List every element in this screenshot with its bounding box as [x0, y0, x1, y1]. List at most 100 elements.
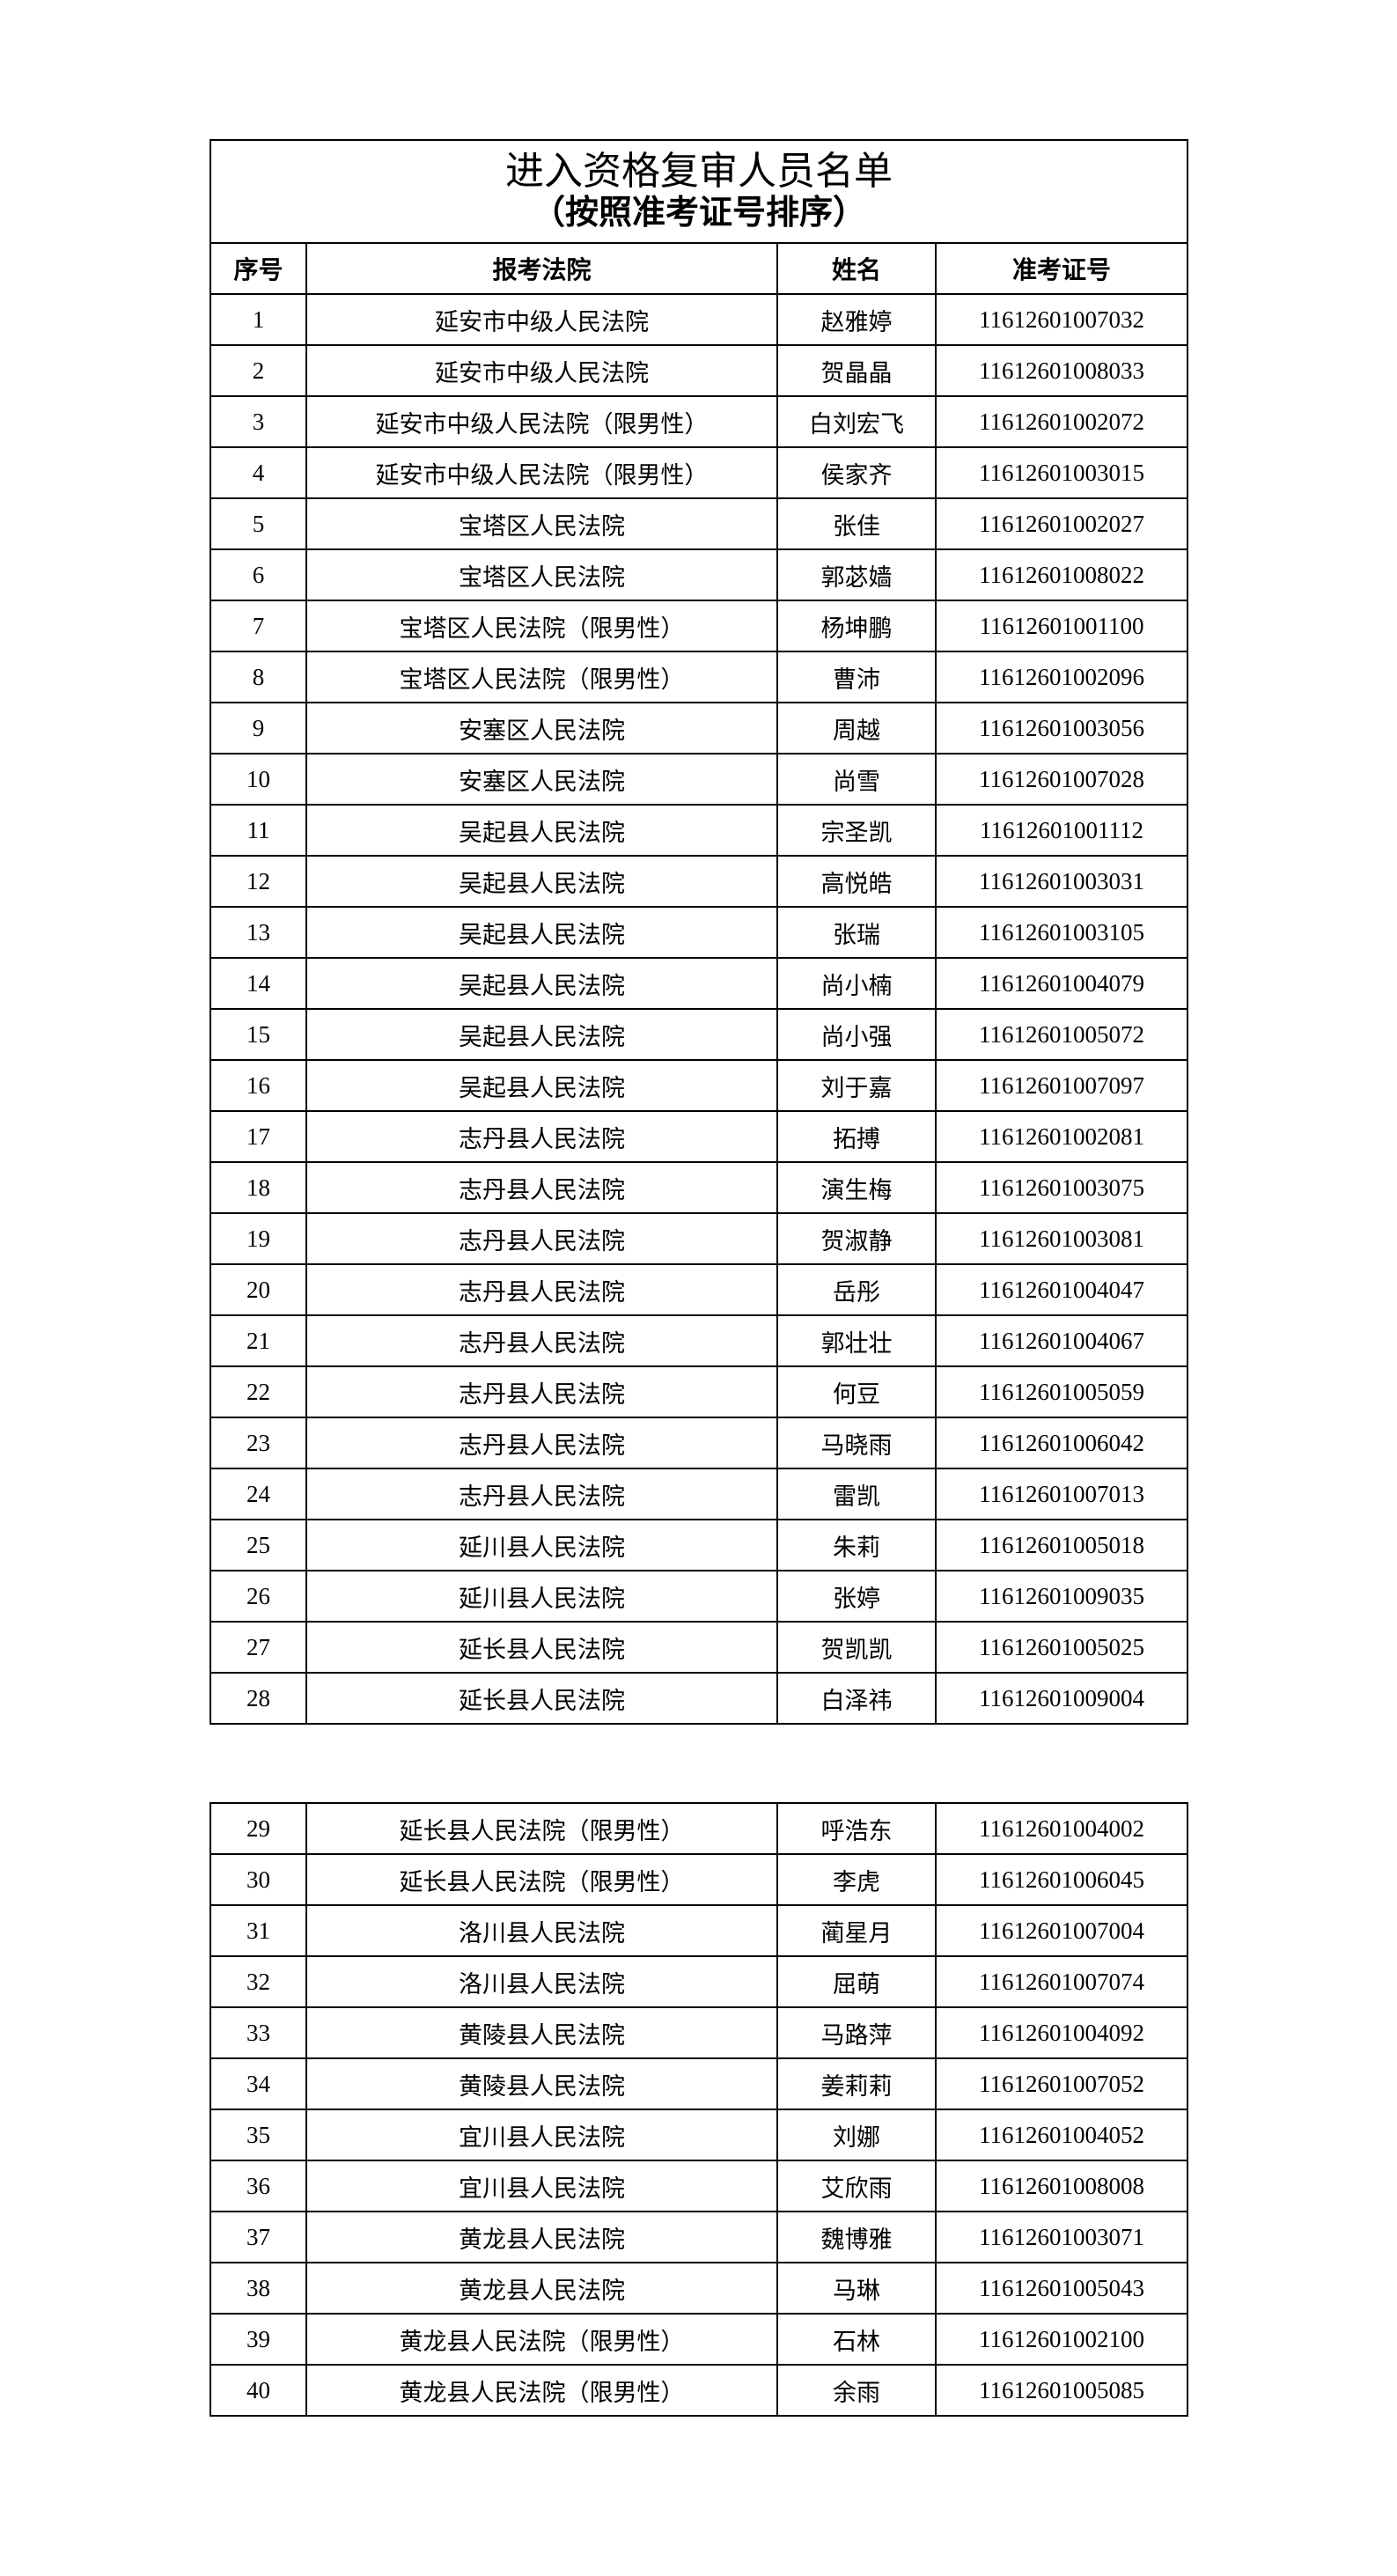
row-court: 志丹县人民法院	[305, 1417, 778, 1469]
row-name: 屈萌	[776, 1955, 937, 2008]
row-exam-id: 11612601007097	[935, 1059, 1188, 1112]
row-court: 宜川县人民法院	[305, 2109, 778, 2161]
row-name: 张佳	[776, 497, 937, 550]
row-exam-id: 11612601007032	[935, 293, 1188, 346]
row-name: 余雨	[776, 2364, 937, 2417]
row-court: 吴起县人民法院	[305, 1059, 778, 1112]
row-name: 拓搏	[776, 1110, 937, 1163]
row-exam-id: 11612601004047	[935, 1263, 1188, 1316]
row-court: 志丹县人民法院	[305, 1314, 778, 1367]
row-court: 延安市中级人民法院	[305, 293, 778, 346]
row-court: 延川县人民法院	[305, 1519, 778, 1571]
row-exam-id: 11612601001112	[935, 804, 1188, 857]
table-row: 26 延川县人民法院 张婷 11612601009035	[210, 1570, 1188, 1623]
row-index: 12	[210, 855, 307, 908]
row-court: 志丹县人民法院	[305, 1263, 778, 1316]
row-court: 志丹县人民法院	[305, 1110, 778, 1163]
table-row: 30 延长县人民法院（限男性） 李虎 11612601006045	[210, 1853, 1188, 1906]
row-index: 28	[210, 1672, 307, 1725]
table-row: 7 宝塔区人民法院（限男性） 杨坤鹏 11612601001100	[210, 600, 1188, 652]
row-court: 黄龙县人民法院	[305, 2211, 778, 2263]
row-index: 9	[210, 702, 307, 754]
table-row: 23 志丹县人民法院 马晓雨 11612601006042	[210, 1417, 1188, 1469]
table-row: 2 延安市中级人民法院 贺晶晶 11612601008033	[210, 344, 1188, 397]
table-row: 35 宜川县人民法院 刘娜 11612601004052	[210, 2109, 1188, 2161]
row-exam-id: 11612601004052	[935, 2109, 1188, 2161]
row-exam-id: 11612601002081	[935, 1110, 1188, 1163]
row-court: 洛川县人民法院	[305, 1955, 778, 2008]
row-index: 8	[210, 651, 307, 703]
table-row: 36 宜川县人民法院 艾欣雨 11612601008008	[210, 2160, 1188, 2212]
table-row: 18 志丹县人民法院 演生梅 11612601003075	[210, 1161, 1188, 1214]
table-row: 11 吴起县人民法院 宗圣凯 11612601001112	[210, 804, 1188, 857]
row-index: 7	[210, 600, 307, 652]
row-index: 24	[210, 1468, 307, 1520]
row-index: 35	[210, 2109, 307, 2161]
table-row: 4 延安市中级人民法院（限男性） 侯家齐 11612601003015	[210, 446, 1188, 499]
row-court: 安塞区人民法院	[305, 702, 778, 754]
table-row: 12 吴起县人民法院 高悦皓 11612601003031	[210, 855, 1188, 908]
row-index: 5	[210, 497, 307, 550]
row-name: 演生梅	[776, 1161, 937, 1214]
row-exam-id: 11612601007028	[935, 753, 1188, 806]
row-index: 21	[210, 1314, 307, 1367]
row-index: 11	[210, 804, 307, 857]
row-name: 白刘宏飞	[776, 395, 937, 448]
row-exam-id: 11612601009035	[935, 1570, 1188, 1623]
table-row: 29 延长县人民法院（限男性） 呼浩东 11612601004002	[210, 1802, 1188, 1855]
row-name: 石林	[776, 2313, 937, 2366]
row-court: 洛川县人民法院	[305, 1904, 778, 1957]
row-index: 16	[210, 1059, 307, 1112]
row-exam-id: 11612601003075	[935, 1161, 1188, 1214]
row-court: 吴起县人民法院	[305, 906, 778, 959]
table-row: 10 安塞区人民法院 尚雪 11612601007028	[210, 753, 1188, 806]
row-name: 马晓雨	[776, 1417, 937, 1469]
row-exam-id: 11612601003015	[935, 446, 1188, 499]
row-exam-id: 11612601008033	[935, 344, 1188, 397]
row-name: 白泽祎	[776, 1672, 937, 1725]
header-row: 序号 报考法院 姓名 准考证号	[210, 242, 1188, 295]
row-exam-id: 11612601007052	[935, 2057, 1188, 2110]
table-row: 19 志丹县人民法院 贺淑静 11612601003081	[210, 1212, 1188, 1265]
row-court: 延安市中级人民法院（限男性）	[305, 395, 778, 448]
row-index: 18	[210, 1161, 307, 1214]
row-court: 吴起县人民法院	[305, 1008, 778, 1061]
row-court: 志丹县人民法院	[305, 1212, 778, 1265]
row-court: 延长县人民法院	[305, 1672, 778, 1725]
table-row: 5 宝塔区人民法院 张佳 11612601002027	[210, 497, 1188, 550]
table-row: 20 志丹县人民法院 岳彤 11612601004047	[210, 1263, 1188, 1316]
roster-table-page-2: 29 延长县人民法院（限男性） 呼浩东 11612601004002 30 延长县人民法院…	[210, 1802, 1188, 2417]
row-name: 马琳	[776, 2262, 937, 2315]
header-exam-id: 准考证号	[935, 242, 1188, 295]
row-court: 延长县人民法院（限男性）	[305, 1853, 778, 1906]
table-row: 40 黄龙县人民法院（限男性） 余雨 11612601005085	[210, 2364, 1188, 2417]
row-exam-id: 11612601001100	[935, 600, 1188, 652]
row-index: 32	[210, 1955, 307, 2008]
row-exam-id: 11612601005025	[935, 1621, 1188, 1674]
table-row: 6 宝塔区人民法院 郭苾嫱 11612601008022	[210, 548, 1188, 601]
row-exam-id: 11612601005018	[935, 1519, 1188, 1571]
row-court: 延长县人民法院（限男性）	[305, 1802, 778, 1855]
row-name: 周越	[776, 702, 937, 754]
table-row: 39 黄龙县人民法院（限男性） 石林 11612601002100	[210, 2313, 1188, 2366]
table-row: 13 吴起县人民法院 张瑞 11612601003105	[210, 906, 1188, 959]
table-row: 1 延安市中级人民法院 赵雅婷 11612601007032	[210, 293, 1188, 346]
row-court: 吴起县人民法院	[305, 804, 778, 857]
row-index: 23	[210, 1417, 307, 1469]
row-index: 25	[210, 1519, 307, 1571]
row-name: 雷凯	[776, 1468, 937, 1520]
row-index: 3	[210, 395, 307, 448]
row-exam-id: 11612601004002	[935, 1802, 1188, 1855]
row-name: 张瑞	[776, 906, 937, 959]
row-court: 延安市中级人民法院（限男性）	[305, 446, 778, 499]
row-name: 刘于嘉	[776, 1059, 937, 1112]
table-row: 28 延长县人民法院 白泽祎 11612601009004	[210, 1672, 1188, 1725]
row-index: 4	[210, 446, 307, 499]
row-court: 黄龙县人民法院（限男性）	[305, 2313, 778, 2366]
table-row: 38 黄龙县人民法院 马琳 11612601005043	[210, 2262, 1188, 2315]
row-index: 37	[210, 2211, 307, 2263]
row-exam-id: 11612601002027	[935, 497, 1188, 550]
row-index: 27	[210, 1621, 307, 1674]
row-court: 延安市中级人民法院	[305, 344, 778, 397]
